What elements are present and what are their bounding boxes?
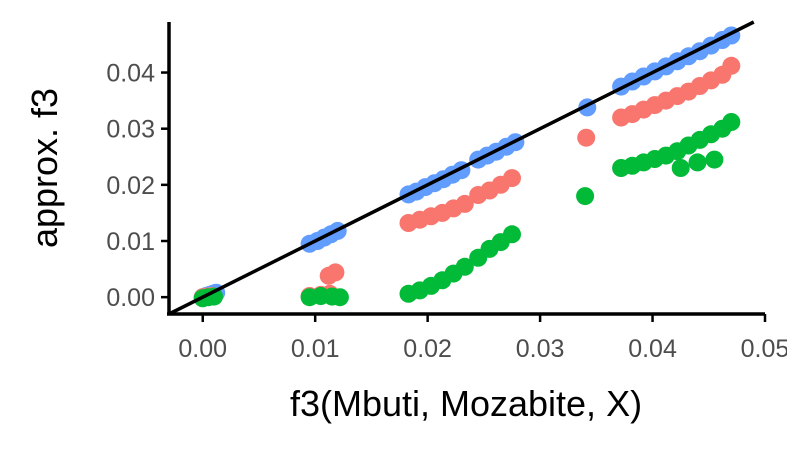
y-tick-label: 0.03 [106, 116, 155, 144]
data-point-series-3 [455, 257, 474, 276]
data-point-series-3 [576, 187, 595, 206]
x-tick-label: 0.01 [291, 335, 340, 363]
data-point-series-3 [503, 225, 521, 244]
y-tick-label: 0.00 [106, 284, 155, 312]
x-tick-label: 0.03 [516, 335, 565, 363]
data-point-series-2 [455, 194, 474, 213]
data-point-series-3 [722, 113, 741, 131]
data-point-series-2 [326, 263, 345, 282]
y-tick-label: 0.02 [106, 172, 155, 200]
x-tick-label: 0.00 [178, 335, 227, 363]
x-tick-label: 0.02 [403, 335, 452, 363]
identity-reference-line [168, 20, 755, 316]
x-axis-ticks: 0.00 0.01 0.02 0.03 0.04 0.05 [178, 314, 787, 363]
y-tick-label: 0.04 [106, 60, 155, 88]
x-tick-label: 0.04 [628, 335, 677, 363]
y-tick-label: 0.01 [106, 228, 155, 256]
data-point-series-3 [688, 153, 707, 172]
y-axis-ticks: 0.00 0.01 0.02 0.03 0.04 [106, 60, 169, 312]
data-point-series-3 [705, 150, 724, 169]
data-point-series-3 [330, 288, 349, 307]
data-point-series-2 [722, 56, 741, 75]
data-point-series-3 [671, 159, 690, 177]
x-tick-label: 0.05 [741, 335, 787, 363]
data-point-series-2 [503, 169, 521, 188]
y-axis-title: approx. f3 [24, 88, 65, 248]
data-point-series-2 [577, 128, 596, 147]
x-axis-title: f3(Mbuti, Mozabite, X) [290, 383, 642, 424]
